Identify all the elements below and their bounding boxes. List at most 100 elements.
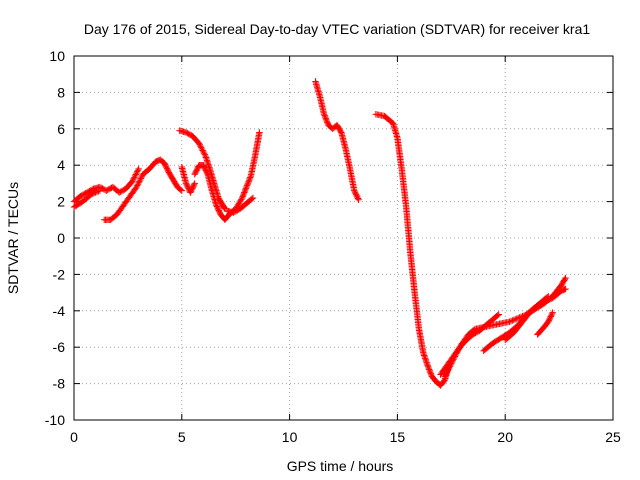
y-axis-label: SDTVAR / TECUs xyxy=(5,182,21,294)
data-point xyxy=(198,144,205,151)
data-point xyxy=(246,175,253,183)
data-point xyxy=(89,190,96,197)
data-point xyxy=(321,112,328,119)
data-point xyxy=(191,180,198,187)
data-point xyxy=(93,188,101,196)
data-point xyxy=(427,369,434,376)
data-point xyxy=(323,117,330,125)
series-s7 xyxy=(223,194,257,216)
data-point xyxy=(544,293,551,301)
data-point xyxy=(242,185,250,192)
data-point xyxy=(509,317,516,324)
data-point xyxy=(198,145,206,153)
y-tick-label: -8 xyxy=(53,376,66,392)
y-tick-label: 4 xyxy=(57,157,65,173)
data-point xyxy=(136,176,144,184)
data-point xyxy=(243,182,251,189)
series-s10 xyxy=(441,274,569,380)
data-point xyxy=(134,167,142,174)
series-s9 xyxy=(372,111,453,389)
data-point xyxy=(245,178,252,185)
data-point xyxy=(244,181,251,188)
data-point xyxy=(137,175,145,182)
data-point xyxy=(426,367,433,375)
data-point xyxy=(134,181,142,188)
y-tick-label: -2 xyxy=(53,266,66,282)
data-point xyxy=(241,187,249,195)
x-tick-label: 5 xyxy=(178,429,186,445)
x-tick-label: 15 xyxy=(390,429,406,445)
data-point xyxy=(196,141,203,148)
data-point xyxy=(136,178,143,185)
data-point xyxy=(131,174,138,181)
series-s13 xyxy=(502,293,552,344)
data-point xyxy=(240,190,247,198)
y-tick-label: 0 xyxy=(57,230,65,246)
series-s3 xyxy=(100,156,185,223)
data-point xyxy=(201,151,208,158)
data-point xyxy=(90,189,98,197)
data-point xyxy=(95,188,102,195)
data-point xyxy=(236,198,243,206)
data-point xyxy=(249,194,257,202)
data-point xyxy=(425,364,432,372)
data-point xyxy=(190,181,198,188)
data-point xyxy=(562,285,569,293)
x-tick-label: 20 xyxy=(497,429,513,445)
data-point xyxy=(203,169,211,177)
data-point xyxy=(245,177,253,184)
data-point xyxy=(132,171,140,178)
data-point xyxy=(238,194,246,202)
data-point xyxy=(247,174,254,181)
data-point xyxy=(235,200,243,207)
y-tick-label: 8 xyxy=(57,84,65,100)
ticks: 0 5 10 15 20 25 -10 -8 -6 -4 -2 0 2 4 6 8 10 xyxy=(45,48,621,445)
y-tick-label: -10 xyxy=(45,412,65,428)
data-point xyxy=(427,370,435,377)
data-point xyxy=(177,186,184,193)
data-point xyxy=(178,187,185,194)
y-tick-label: 6 xyxy=(57,121,65,137)
data-point xyxy=(426,366,433,373)
chart-title: Day 176 of 2015, Sidereal Day-to-day VTE… xyxy=(84,21,590,37)
data-point xyxy=(195,140,203,147)
data-point xyxy=(96,187,104,194)
data-point xyxy=(134,168,141,175)
data-point xyxy=(238,196,245,203)
data-point xyxy=(561,276,569,283)
data-point xyxy=(495,311,502,318)
series-s11 xyxy=(437,311,502,378)
data-point xyxy=(337,128,344,135)
series-s14 xyxy=(534,309,556,338)
x-tick-label: 0 xyxy=(70,429,78,445)
data-point xyxy=(324,119,331,126)
data-point xyxy=(244,179,252,187)
data-point xyxy=(133,169,140,177)
data-point xyxy=(129,176,137,184)
series-s6 xyxy=(178,163,198,196)
data-point xyxy=(92,189,99,196)
data-point xyxy=(200,148,207,156)
series-s8 xyxy=(312,78,362,203)
data-point xyxy=(322,115,329,122)
data-point xyxy=(354,195,362,202)
data-point xyxy=(424,362,431,369)
data-point xyxy=(256,129,263,136)
data-point xyxy=(355,196,362,203)
x-axis-label: GPS time / hours xyxy=(287,458,394,474)
data-point xyxy=(513,315,520,322)
data-point xyxy=(138,173,145,181)
data-point xyxy=(221,204,228,212)
data-point xyxy=(549,309,556,316)
y-tick-label: 2 xyxy=(57,194,65,210)
data-point xyxy=(510,316,518,324)
data-point xyxy=(240,192,247,199)
data-point xyxy=(242,186,249,193)
data-point xyxy=(323,116,330,123)
data-layer xyxy=(70,78,569,389)
y-tick-label: -4 xyxy=(53,303,66,319)
data-point xyxy=(514,314,522,322)
data-point xyxy=(248,195,256,203)
data-point xyxy=(441,373,449,380)
